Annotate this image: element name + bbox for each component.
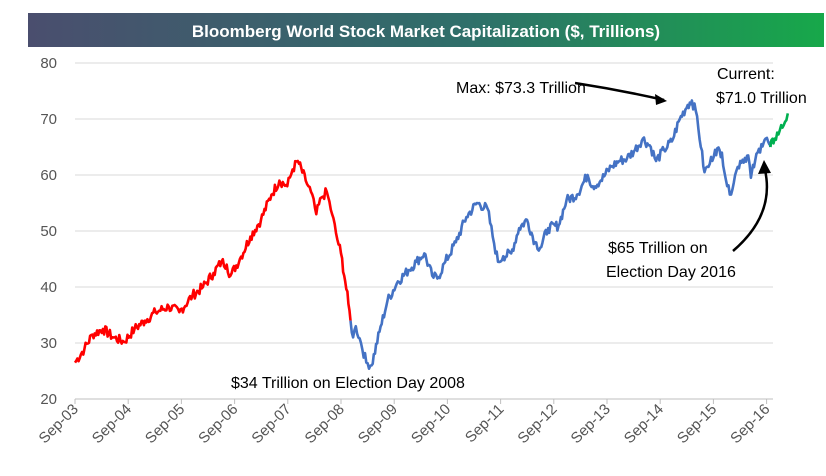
y-tick-label: 40 <box>40 279 57 296</box>
y-tick-label: 50 <box>40 223 57 240</box>
series-line-1 <box>349 99 772 370</box>
x-tick-label: Sep-05 <box>142 401 188 447</box>
x-tick-label: Sep-11 <box>462 401 507 446</box>
election-2016-annotation-line1: $65 Trillion on <box>608 240 708 257</box>
x-tick-label: Sep-06 <box>195 401 241 447</box>
x-axis: Sep-03 Sep-04 Sep-05 Sep-06 Sep-07 Sep-08 Sep-… <box>36 398 773 447</box>
y-tick-label: 30 <box>40 335 57 352</box>
annotations: Max: $73.3 Trillion Current: $71.0 Trill… <box>231 66 807 392</box>
y-tick-label: 20 <box>40 391 57 408</box>
x-tick-label: Sep-12 <box>514 401 560 447</box>
max-arrow-line <box>574 81 665 102</box>
gridlines <box>75 62 773 400</box>
election-2008-annotation: $34 Trillion on Election Day 2008 <box>231 375 465 392</box>
x-tick-label: Sep-07 <box>248 401 294 447</box>
x-tick-label: Sep-08 <box>302 401 348 447</box>
x-tick-label: Sep-14 <box>621 401 667 447</box>
x-tick-label: Sep-13 <box>568 401 614 447</box>
election-2016-annotation-line2: Election Day 2016 <box>606 264 736 281</box>
x-tick-label: Sep-10 <box>408 401 454 447</box>
y-tick-label: 70 <box>40 111 57 128</box>
y-axis: 20 30 40 50 60 70 80 <box>40 55 57 408</box>
x-tick-label: Sep-15 <box>674 401 720 447</box>
max-arrowhead <box>655 94 667 105</box>
x-tick-label: Sep-16 <box>727 401 773 447</box>
x-tick-label: Sep-04 <box>89 401 135 447</box>
x-tick-label: Sep-09 <box>355 401 401 447</box>
current-annotation-line1: Current: <box>717 66 775 83</box>
election-2016-arrowhead <box>758 160 771 174</box>
series-line-0 <box>73 159 352 364</box>
title-banner <box>28 13 824 47</box>
series-line-2 <box>769 113 790 148</box>
series-group <box>73 99 790 370</box>
y-tick-label: 60 <box>40 167 57 184</box>
y-tick-label: 80 <box>40 55 57 72</box>
election-2016-arrow-line <box>732 169 769 252</box>
chart-title: Bloomberg World Stock Market Capitalizat… <box>192 22 660 41</box>
current-annotation-line2: $71.0 Trillion <box>716 90 807 107</box>
max-annotation: Max: $73.3 Trillion <box>456 80 586 97</box>
